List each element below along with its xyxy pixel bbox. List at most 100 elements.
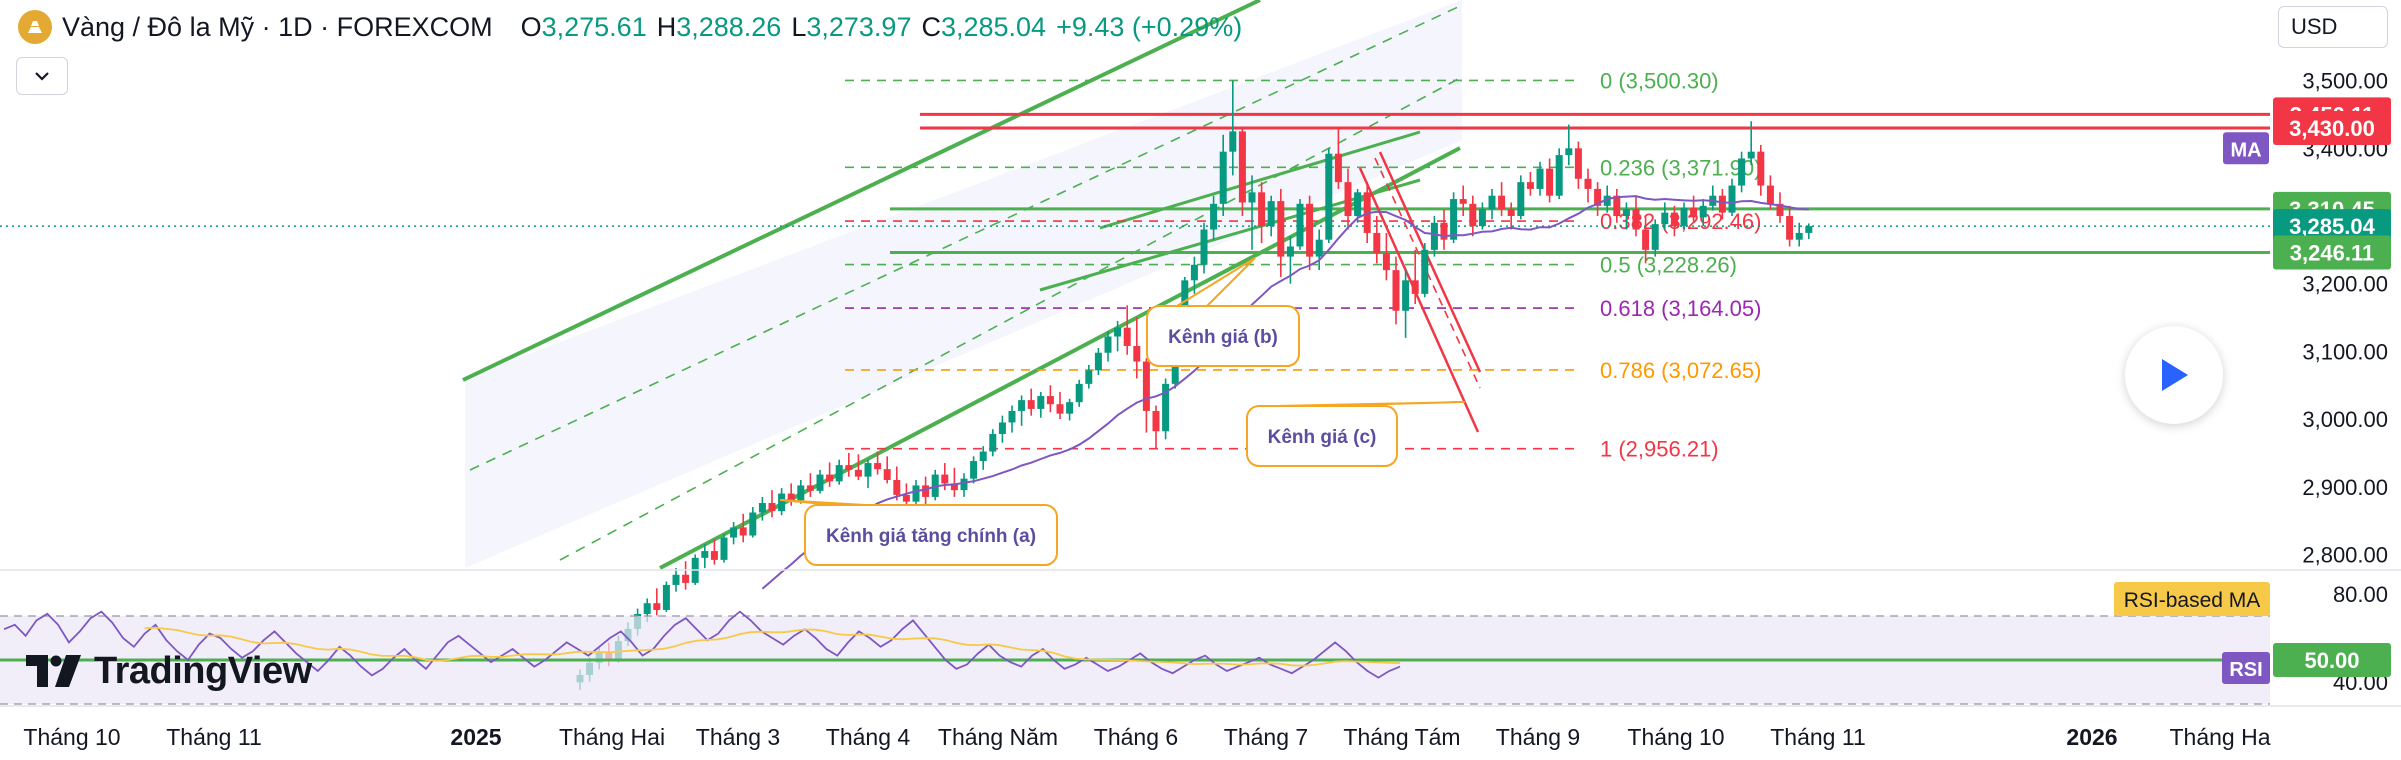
price-tag [2273,209,2391,244]
candle-body [1440,222,1448,240]
open-value: 3,275.61 [541,11,647,42]
collapse-button[interactable] [16,57,68,95]
candle-body [1123,327,1131,346]
candle-body [1747,151,1755,159]
candle-body [797,485,805,501]
fib-level-label: 0.786 (3,072.65) [1600,358,1761,383]
candle-body [874,463,882,470]
candle-body [662,584,670,610]
callout-label: Kênh giá (c) [1268,427,1377,448]
candle-body [1258,192,1266,227]
tradingview-logo: TradingView [26,650,312,692]
time-axis-label: Tháng 6 [1094,724,1178,750]
candle-body [1315,239,1323,257]
callout-box [804,504,1058,566]
time-axis-label: Tháng 11 [1770,724,1865,750]
candle-body [1795,232,1803,240]
change-value: +9.43 (+0.29%) [1056,11,1243,42]
moving-average-line [761,195,1809,590]
brand-name: TradingView [94,649,312,692]
fib-level-label: 0.618 (3,164.05) [1600,296,1761,321]
candle-body [1565,148,1573,156]
callout-pointer [1176,257,1256,307]
candle-body [1056,404,1064,414]
time-axis-label: Tháng Ha [2169,724,2270,750]
chevron-down-icon [35,72,49,81]
currency-selector[interactable]: USD [2278,6,2388,48]
symbol-title[interactable]: Vàng / Đô la Mỹ · 1D · FOREXCOM [62,11,493,42]
candle-body [1018,400,1026,411]
time-axis-label: Tháng 7 [1224,724,1308,750]
candle-body [1354,192,1362,216]
candle-body [1555,155,1563,196]
rsi-tag-label: RSI [2229,659,2262,681]
candle-body [1046,396,1054,405]
candle-body [1498,195,1506,210]
callout-pointer [1276,401,1466,407]
candle-body [1200,229,1208,265]
candle-body [835,465,843,482]
candle-body [864,463,872,477]
candle-body [720,537,728,560]
candle-body [1027,400,1035,409]
candle-body [1421,249,1429,294]
time-axis-label: Tháng 10 [23,724,120,750]
channel-a-mid-line-2 [559,77,1461,561]
candle-body [1094,352,1102,371]
time-axis-label: Tháng 4 [826,724,911,750]
candle-body [1526,182,1534,189]
candle-body [1728,185,1736,213]
candle-body [1690,207,1698,218]
high-label: H [656,11,677,42]
candle-body [1478,209,1486,227]
candle-body [1430,222,1438,250]
fib-level-label: 0.236 (3,371.90) [1600,155,1761,180]
candle-body [1411,280,1419,294]
ma-tag-label: MA [2230,139,2261,161]
candle-body [1613,195,1621,216]
candle-body [1402,280,1410,311]
rsi-value-tag [2273,643,2391,677]
candle-body [1267,201,1275,227]
price-axis-label: 3,500.00 [2302,69,2388,94]
candle-body [1680,207,1688,227]
rsi-ma-tag [2114,582,2270,616]
callout-label: Kênh giá (b) [1168,327,1278,348]
candle-body [826,474,834,482]
candle-body [1488,195,1496,210]
channel-a-fill [465,0,1462,568]
candle-body [1786,216,1794,240]
candle-body [893,480,901,495]
price-tag-label: 3,246.11 [2290,240,2374,265]
symbol-header: Vàng / Đô la Mỹ · 1D · FOREXCOM O 3,275.6… [18,10,1242,44]
play-icon [2162,359,2188,391]
time-axis-label: Tháng Hai [559,724,665,750]
callout-box [1246,405,1398,467]
replay-button[interactable] [2125,326,2223,424]
candle-body [922,485,930,497]
candle-body [883,469,891,480]
candle-body [1248,192,1256,203]
candle-body [1459,199,1467,204]
candle-body [1066,402,1074,414]
candle-body [730,527,738,538]
candle-body [739,527,747,536]
time-axis-label: Tháng 11 [166,724,261,750]
candle-body [1075,383,1083,403]
price-axis-label: 3,100.00 [2302,339,2388,364]
candle-body [1037,396,1045,409]
callout-channel-b: Kênh giá (b) [1146,257,1300,367]
candle-body [1699,205,1707,218]
candle-body [1718,195,1726,213]
callout-channel-a: Kênh giá tăng chính (a) [779,499,1058,566]
candle-body [1546,168,1554,196]
price-tag-label: 3,430.00 [2289,116,2375,141]
candle-body [1306,203,1314,257]
candle-body [1344,182,1352,216]
candle-body [1277,201,1285,257]
time-axis-label: Tháng Năm [938,724,1058,750]
candle-body [998,422,1006,434]
candle-body [816,474,824,491]
candle-body [1210,203,1218,230]
